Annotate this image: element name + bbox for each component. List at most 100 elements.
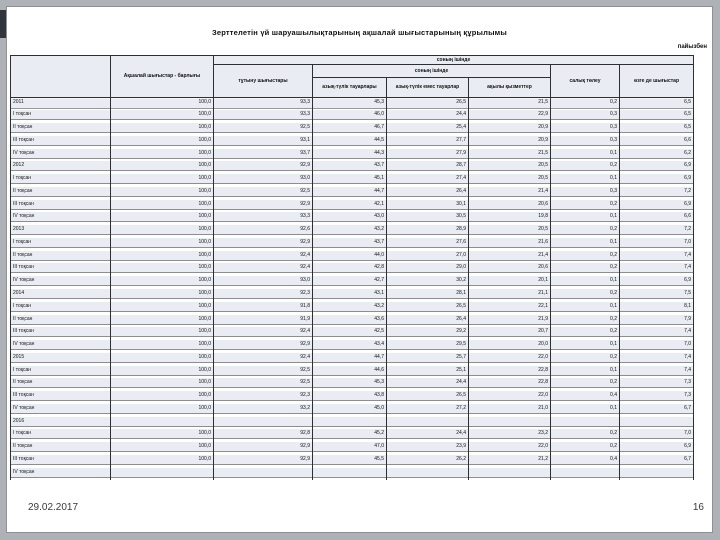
page-number: 16: [692, 502, 704, 513]
row-label: II тоқсан: [10, 250, 111, 264]
value-cell: 0,3: [550, 186, 620, 200]
value-cell: 100,0: [110, 225, 214, 238]
value-cell: 100,0: [110, 148, 214, 162]
value-cell: 28,7: [386, 161, 469, 175]
value-cell: 27,6: [386, 237, 469, 251]
value-cell: 45,0: [312, 403, 387, 417]
value-cell: 44,0: [312, 250, 387, 264]
value-cell: 7,4: [618, 250, 695, 264]
row-label: IV тоқсан: [10, 148, 111, 162]
row-label: IV тоқсан: [10, 276, 111, 289]
value-cell: 19,8: [468, 212, 551, 226]
value-cell: 100,0: [110, 135, 214, 149]
value-cell: 93,0: [213, 276, 313, 289]
value-cell: 27,2: [386, 403, 469, 417]
value-cell: 44,5: [312, 135, 387, 149]
value-cell: 7,4: [618, 352, 695, 366]
value-cell: 0,2: [550, 161, 620, 175]
header-of-which-outer: соның ішінде: [212, 55, 695, 65]
table-row: 2011 100,0 93,3 45,3 26,5 21,5 0,2 6,5: [10, 97, 695, 111]
row-label: I тоқсан: [10, 174, 111, 187]
value-cell: 91,9: [213, 314, 313, 328]
table-row: III тоқсан 100,0 92,3 43,8 26,5 22,0 0,4 7,3: [10, 391, 695, 404]
value-cell: 28,9: [386, 225, 469, 238]
table-row: III тоқсан 100,0 92,4 42,5 29,2 20,7 0,2 7,4: [10, 327, 695, 341]
value-cell: 43,2: [312, 301, 387, 315]
value-cell: 93,3: [213, 212, 313, 226]
value-cell: 24,4: [386, 378, 469, 392]
value-cell: 92,9: [213, 340, 313, 353]
expenditure-structure-table: Ақшалай шығыстар - барлығы соның ішінде …: [10, 55, 695, 481]
value-cell: 20,0: [468, 340, 551, 353]
value-cell: 92,9: [213, 199, 313, 213]
value-cell: 6,9: [618, 199, 695, 213]
value-cell: 100,0: [110, 391, 214, 404]
value-cell: 7,3: [618, 378, 695, 392]
table-row: III тоқсан 100,0 92,4 42,8 29,0 20,6 0,2 7,4: [10, 263, 695, 277]
value-cell: 100,0: [110, 161, 214, 175]
value-cell: 100,0: [110, 199, 214, 213]
value-cell: 92,9: [213, 161, 313, 175]
value-cell: 21,5: [468, 148, 551, 162]
value-cell: 43,7: [312, 237, 387, 251]
value-cell: 45,1: [312, 174, 387, 187]
table-row: II тоқсан 100,0 92,5 46,7 25,4 20,9 0,3 6,5: [10, 123, 695, 136]
value-cell: 92,4: [213, 250, 313, 264]
value-cell: 100,0: [110, 123, 214, 136]
value-cell: 100,0: [110, 174, 214, 187]
value-cell: 92,9: [213, 442, 313, 455]
table-row: II тоқсан 100,0 91,9 43,6 26,4 21,9 0,2 7,9: [10, 314, 695, 328]
value-cell: 21,1: [468, 288, 551, 302]
value-cell: 0,4: [550, 454, 620, 468]
table-row: IV тоқсан 100,0 93,0 42,7 30,2 20,1 0,1 6,9: [10, 276, 695, 289]
value-cell: 100,0: [110, 378, 214, 392]
value-cell: 22,0: [468, 442, 551, 455]
value-cell: 92,9: [213, 454, 313, 468]
value-cell: 0,2: [550, 327, 620, 341]
value-cell: 23,2: [468, 429, 551, 443]
table-row: 2012 100,0 92,9 43,7 28,7 20,5 0,2 6,9: [10, 161, 695, 175]
table-row: I тоқсан 100,0 91,8 43,2 26,5 22,1 0,1 8,1: [10, 301, 695, 315]
value-cell: 92,3: [213, 391, 313, 404]
value-cell: 20,5: [468, 174, 551, 187]
value-cell: 93,3: [213, 97, 313, 111]
value-cell: 29,0: [386, 263, 469, 277]
value-cell: 6,6: [618, 212, 695, 226]
value-cell: [386, 467, 469, 481]
value-cell: 21,5: [468, 97, 551, 111]
value-cell: 100,0: [110, 314, 214, 328]
table-row: II тоқсан 100,0 92,5 44,7 26,4 21,4 0,3 7,2: [10, 186, 695, 200]
value-cell: 93,7: [213, 148, 313, 162]
table-row: IV тоқсан: [10, 467, 695, 481]
value-cell: [312, 416, 387, 430]
value-cell: 92,5: [213, 186, 313, 200]
table-row: I тоқсан 100,0 93,0 45,1 27,4 20,5 0,1 6,9: [10, 174, 695, 187]
value-cell: 0,1: [550, 340, 620, 353]
value-cell: 100,0: [110, 327, 214, 341]
value-cell: 92,4: [213, 263, 313, 277]
row-label: 2011: [10, 97, 111, 111]
value-cell: 20,5: [468, 161, 551, 175]
table-row: 2014 100,0 92,3 43,1 28,1 21,1 0,2 7,5: [10, 288, 695, 302]
value-cell: 7,5: [618, 288, 695, 302]
value-cell: 100,0: [110, 186, 214, 200]
row-label: 2015: [10, 352, 111, 366]
value-cell: 44,7: [312, 186, 387, 200]
table-row: IV тоқсан 100,0 92,9 43,4 29,5 20,0 0,1 7,0: [10, 340, 695, 353]
value-cell: 0,2: [550, 263, 620, 277]
value-cell: 92,3: [213, 288, 313, 302]
value-cell: 100,0: [110, 429, 214, 443]
table-row: IV тоқсан 100,0 93,2 45,0 27,2 21,0 0,1 6,7: [10, 403, 695, 417]
table-row: II тоқсан 100,0 92,9 47,0 23,9 22,0 0,2 6,9: [10, 442, 695, 455]
value-cell: 0,2: [550, 225, 620, 238]
row-label: I тоқсан: [10, 365, 111, 379]
value-cell: 100,0: [110, 97, 214, 111]
value-cell: 43,6: [312, 314, 387, 328]
value-cell: 20,6: [468, 263, 551, 277]
value-cell: 6,5: [618, 110, 695, 124]
value-cell: [550, 467, 620, 481]
value-cell: [213, 467, 313, 481]
value-cell: 6,5: [618, 123, 695, 136]
value-cell: 26,5: [386, 391, 469, 404]
value-cell: 24,4: [386, 110, 469, 124]
